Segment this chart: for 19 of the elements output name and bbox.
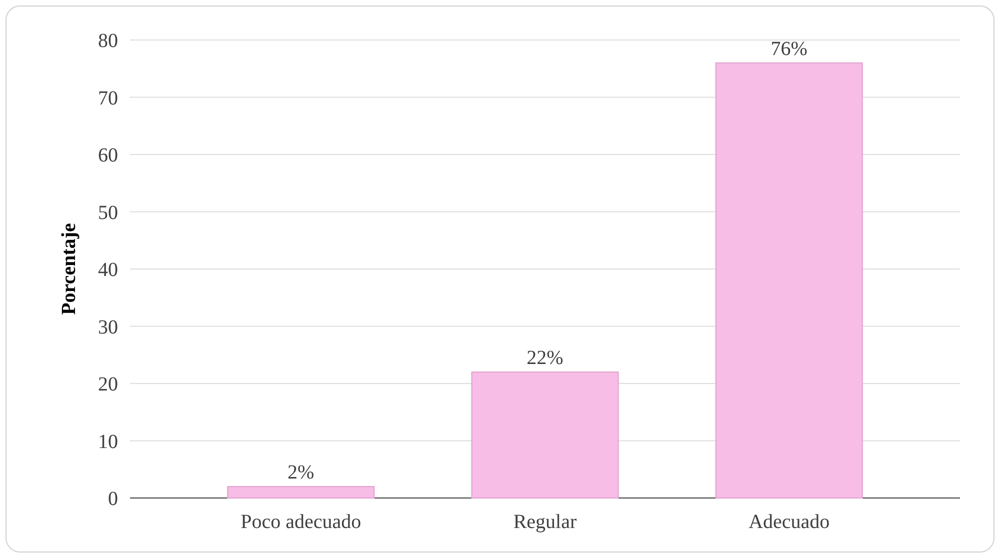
y-axis-title: Porcentaje xyxy=(58,222,80,315)
x-tick-label: Adecuado xyxy=(748,511,830,533)
y-tick-label: 70 xyxy=(98,87,118,110)
bar xyxy=(471,372,619,498)
y-tick-label: 50 xyxy=(98,202,118,224)
bar xyxy=(227,486,375,498)
y-tick-label: 40 xyxy=(98,259,118,281)
y-tick-label: 0 xyxy=(108,488,118,510)
data-label: 2% xyxy=(288,462,314,484)
x-tick-label: Poco adecuado xyxy=(240,511,362,533)
y-tick-label: 30 xyxy=(98,316,118,338)
data-label: 22% xyxy=(526,347,564,370)
y-tick-label: 10 xyxy=(98,430,118,453)
y-tick-label: 80 xyxy=(98,30,118,52)
bar xyxy=(715,62,863,498)
x-tick-label: Regular xyxy=(513,511,577,533)
data-label: 76% xyxy=(770,38,808,60)
y-tick-label: 60 xyxy=(98,144,118,166)
y-tick-label: 20 xyxy=(98,374,118,396)
